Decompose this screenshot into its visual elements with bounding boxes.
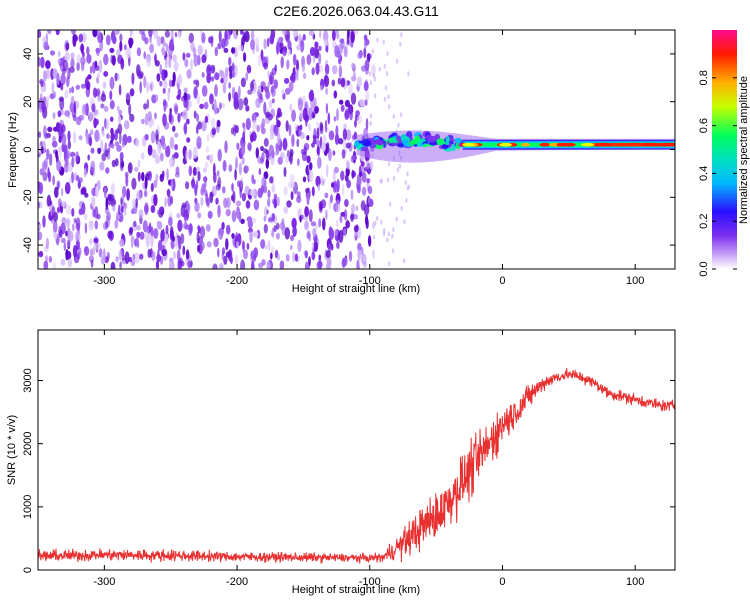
- snr-x-label: Height of straight line (km): [292, 584, 420, 596]
- y-tick-label: 2000: [22, 431, 34, 455]
- x-tick-label: 100: [626, 275, 644, 287]
- chart-title: C2E6.2026.063.04.43.G11: [273, 3, 439, 19]
- y-tick-label: 3000: [22, 368, 34, 392]
- y-tick-label: 40: [22, 48, 34, 60]
- colorbar-axis: 0.0 0.2 0.4 0.6 0.8: [698, 70, 737, 277]
- colorbar: 0.0 0.2 0.4 0.6 0.8 Normalized spectral ampl…: [698, 30, 750, 277]
- snr-background: [38, 330, 675, 570]
- x-tick-label: 0: [499, 275, 505, 287]
- x-tick-label: -300: [93, 576, 115, 588]
- x-tick-label: -200: [226, 275, 248, 287]
- y-tick-label: -40: [22, 237, 34, 253]
- x-tick-label: -100: [359, 576, 381, 588]
- x-tick-label: -200: [226, 576, 248, 588]
- spectrogram-x-axis: -300 -200 -100 0 100: [93, 30, 644, 287]
- colorbar-tick-label: 0.4: [698, 166, 710, 181]
- y-tick-label: 0: [22, 146, 34, 152]
- spectrogram-y-label: Frequency (Hz): [7, 112, 19, 188]
- colorbar-label: Normalized spectral amplitude: [738, 76, 750, 224]
- colorbar-tick-label: 0.6: [698, 118, 710, 133]
- x-tick-label: 0: [499, 576, 505, 588]
- x-tick-label: 100: [626, 576, 644, 588]
- x-tick-label: -100: [359, 275, 381, 287]
- snr-series-line: [38, 368, 675, 564]
- spectrogram-x-label: Height of straight line (km): [292, 283, 420, 295]
- y-tick-label: -20: [22, 189, 34, 205]
- spectrogram-signal-band: [353, 130, 675, 163]
- y-tick-label: 1000: [22, 495, 34, 519]
- colorbar-tick-label: 0.0: [698, 261, 710, 276]
- colorbar-tick-label: 0.8: [698, 70, 710, 85]
- snr-x-axis: -300 -200 -100 0 100: [93, 330, 644, 588]
- colorbar-gradient: [712, 30, 737, 269]
- snr-y-axis: 0 1000 2000 3000: [22, 368, 675, 573]
- spectrogram-noise-field: [38, 30, 411, 269]
- colorbar-tick-label: 0.2: [698, 214, 710, 229]
- x-tick-label: -300: [93, 275, 115, 287]
- snr-frame: [37, 329, 676, 571]
- y-tick-label: 20: [22, 96, 34, 108]
- snr-panel: -300 -200 -100 0 100 0 1000 2000 3000 Height of…: [6, 329, 676, 596]
- tone-peak-segment: [595, 142, 675, 147]
- snr-y-label: SNR (10 * v/v): [6, 415, 18, 485]
- y-tick-label: 0: [22, 567, 34, 573]
- spectrogram-y-axis: -40 -20 0 20 40: [22, 48, 675, 253]
